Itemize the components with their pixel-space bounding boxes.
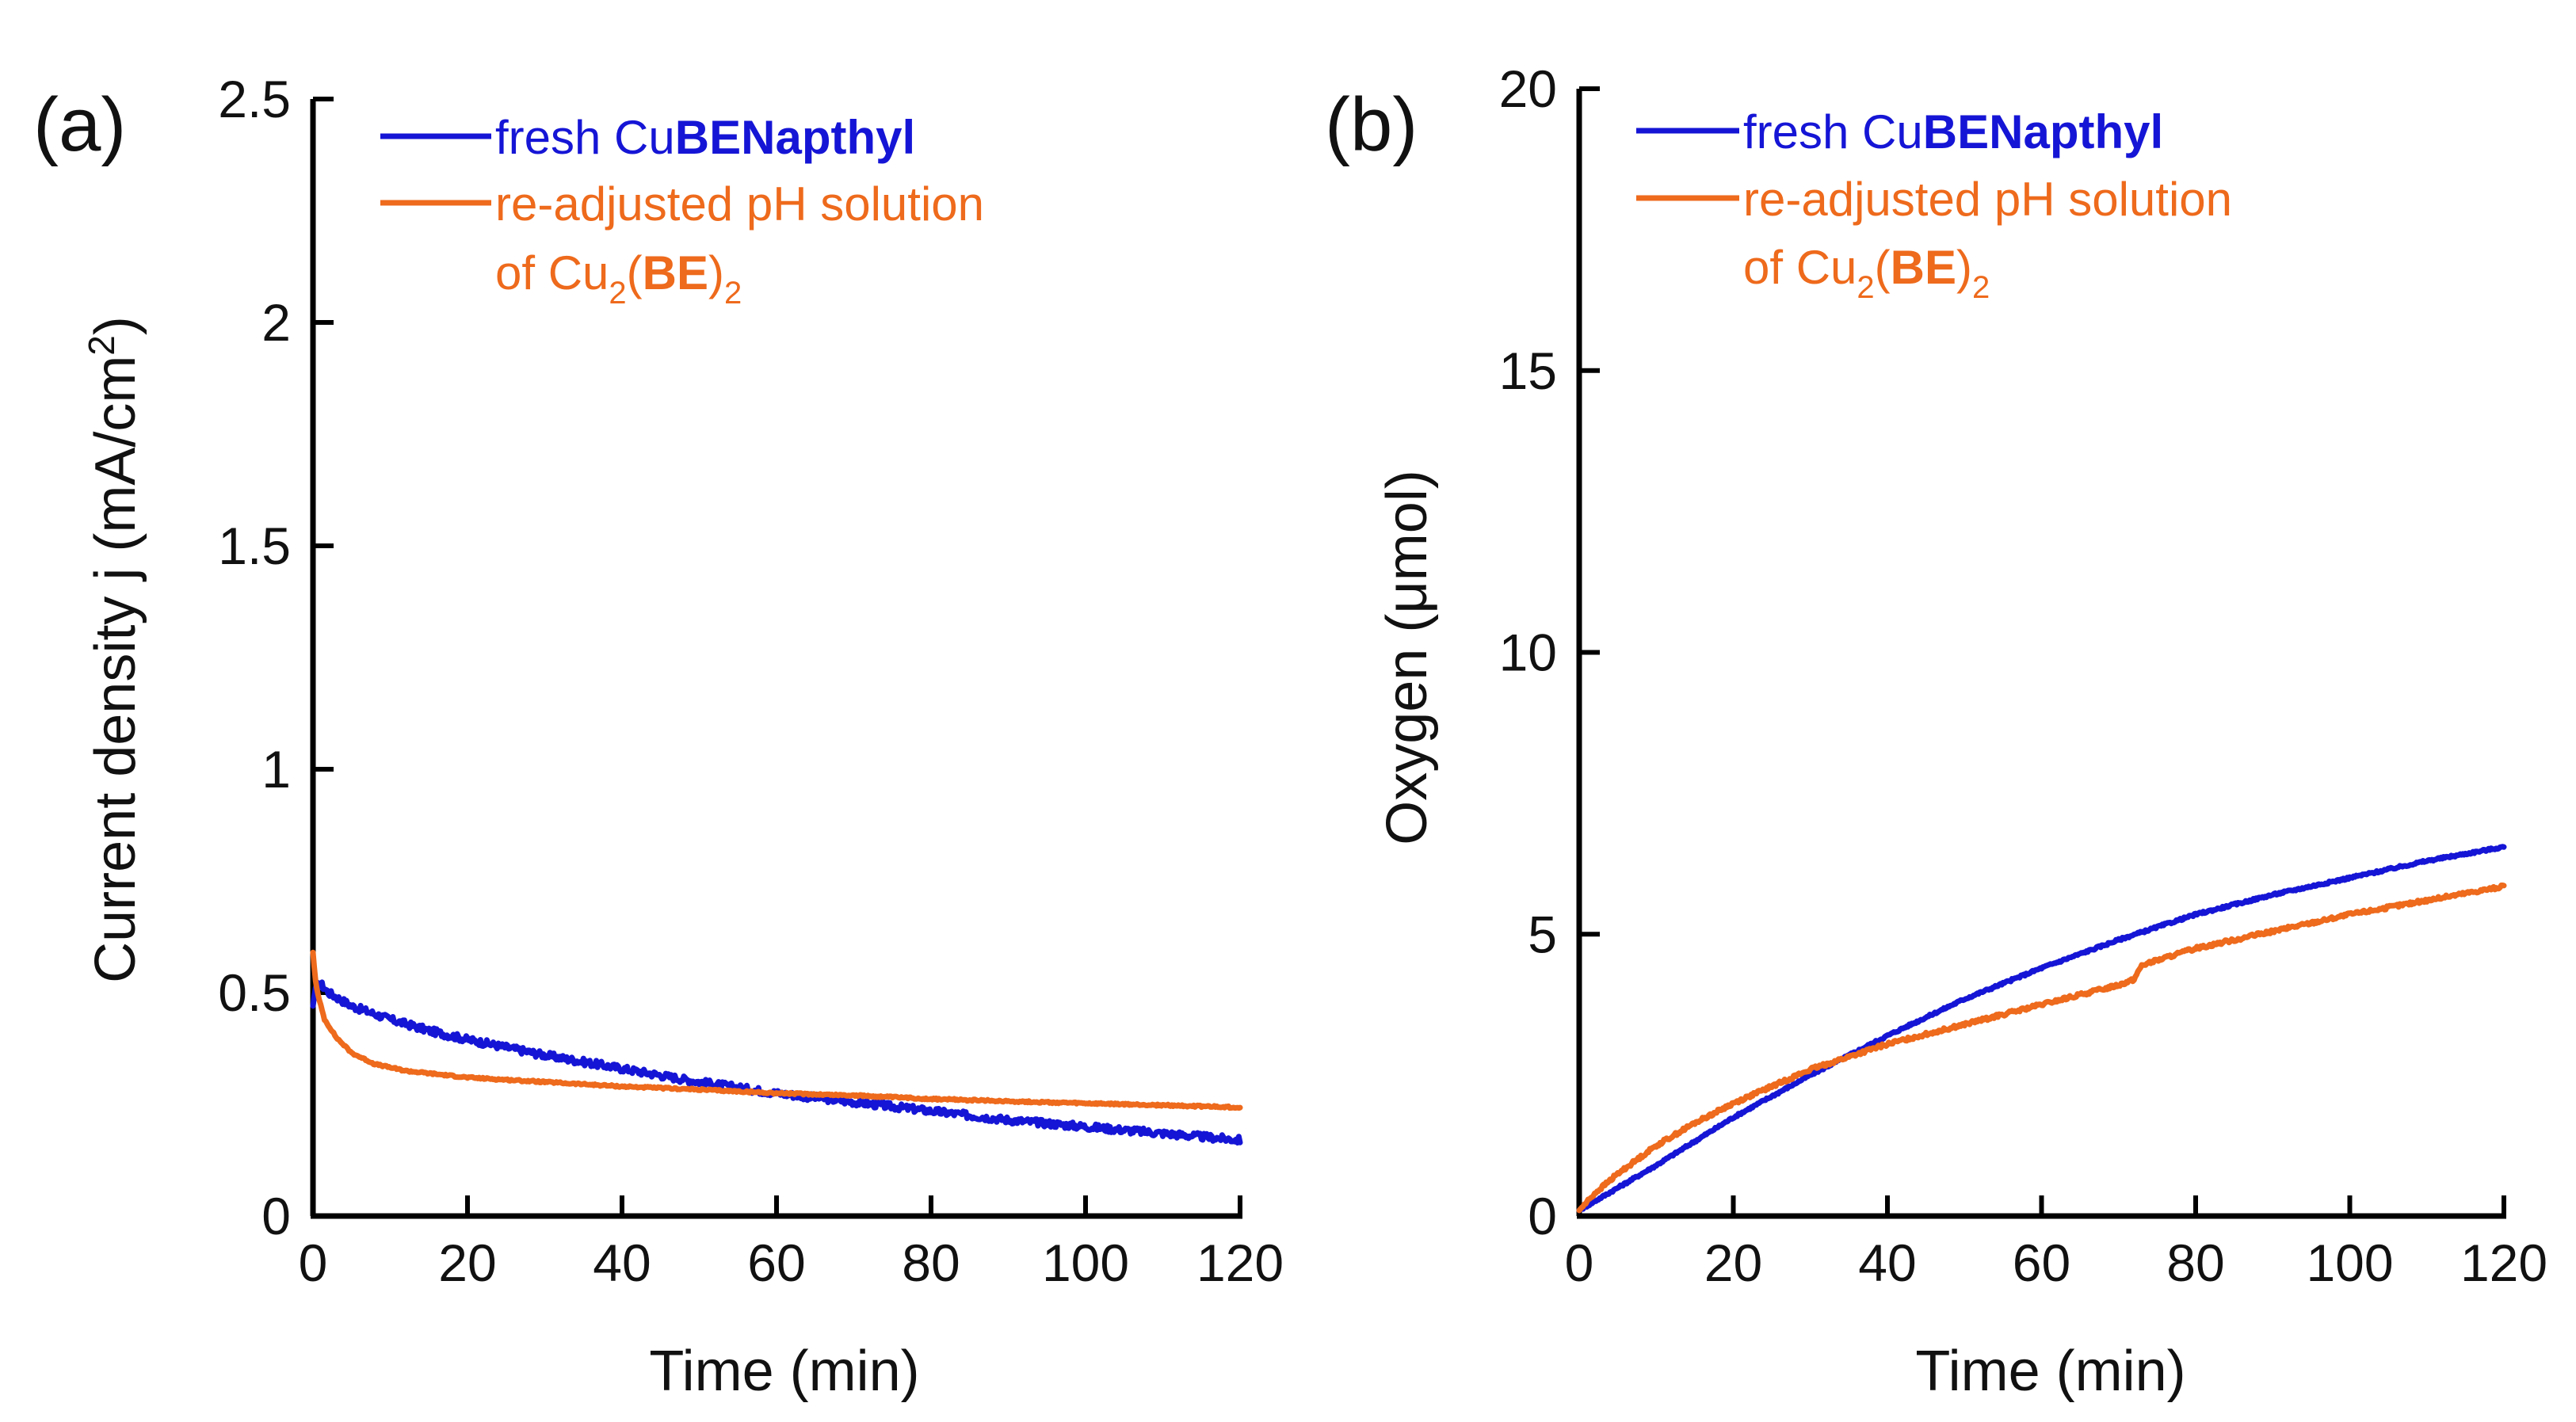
panel-b-series	[1576, 844, 2507, 1214]
panel-a-y-tick-label: 0.5	[218, 963, 291, 1022]
panel-a-x-tick-label: 120	[1196, 1233, 1284, 1292]
panel-b-x-tick-label: 0	[1565, 1233, 1594, 1292]
panel-b-chart: (b) 0 5 10 15 20 0 20 40 60 80 100 120 Time (min) O…	[1325, 59, 2547, 1403]
panel-a-series	[310, 949, 1243, 1146]
panel-b-legend-label-blue: fresh CuBENapthyl	[1743, 105, 2163, 158]
panel-a-x-tick-label: 0	[299, 1233, 328, 1292]
panel-a-x-tick-label: 80	[902, 1233, 960, 1292]
panel-a-y-tick-label: 1.5	[218, 517, 291, 575]
panel-b-x-tick-label: 100	[2306, 1233, 2393, 1292]
panel-b-axes: 0 5 10 15 20 0 20 40 60 80 100 120	[1499, 59, 2547, 1292]
panel-b-x-tick-label: 20	[1704, 1233, 1762, 1292]
panel-a-x-tick-label: 60	[747, 1233, 805, 1292]
panel-b-legend-label-orange-line2: of Cu2(BE)2	[1743, 241, 1990, 305]
panel-b-x-tick-label: 40	[1858, 1233, 1916, 1292]
panel-b-series-orange-line	[1576, 883, 2507, 1214]
panel-b-x-tick-label: 120	[2460, 1233, 2547, 1292]
panel-a-series-blue-line	[310, 979, 1243, 1146]
panel-a-legend-label-blue: fresh CuBENapthyl	[495, 111, 915, 164]
panel-b-y-tick-label: 20	[1499, 59, 1557, 118]
panel-b-x-tick-label: 80	[2166, 1233, 2224, 1292]
panel-a-label: (a)	[33, 82, 126, 167]
panel-a-y-tick-label: 0	[261, 1187, 291, 1245]
panel-a-legend: fresh CuBENapthyl re-adjusted pH solutio…	[380, 111, 984, 311]
panel-a-y-tick-label: 2.5	[218, 70, 291, 128]
panel-a-series-orange-line	[310, 949, 1243, 1111]
panel-a-y-axis-title: Current density j (mA/cm2)	[81, 316, 147, 983]
panel-b-y-axis-title: Oxygen (μmol)	[1376, 470, 1439, 845]
panel-b-x-axis-title: Time (min)	[1915, 1340, 2185, 1403]
panel-a-y-tick-label: 1	[261, 740, 291, 799]
panel-a-axes: 0 0.5 1 1.5 2 2.5 0 20 40 60 80 100 120	[218, 70, 1284, 1292]
panel-b-series-blue-line	[1576, 844, 2507, 1214]
panel-b-legend-label-orange: re-adjusted pH solution	[1743, 173, 2232, 226]
panel-a-chart: (a) 0 0.5 1 1.5 2 2.5 0 20 40 60 80 100 120 Time (mi…	[33, 70, 1284, 1403]
panel-b-y-tick-label: 0	[1528, 1187, 1557, 1245]
panel-a-x-tick-label: 20	[438, 1233, 496, 1292]
panel-a-legend-label-orange-line2: of Cu2(BE)2	[495, 246, 742, 311]
panel-b-label: (b)	[1325, 82, 1418, 167]
panel-a-x-axis-title: Time (min)	[649, 1340, 919, 1403]
panel-a-x-tick-label: 40	[593, 1233, 651, 1292]
panel-a-legend-label-orange: re-adjusted pH solution	[495, 177, 984, 231]
panel-b-y-tick-label: 5	[1528, 905, 1557, 963]
panel-b-x-tick-label: 60	[2013, 1233, 2070, 1292]
panel-a-y-tick-label: 2	[261, 293, 291, 352]
panel-b-y-tick-label: 10	[1499, 623, 1557, 682]
panel-b-y-tick-label: 15	[1499, 341, 1557, 400]
panel-a-x-tick-label: 100	[1042, 1233, 1129, 1292]
panel-b-legend: fresh CuBENapthyl re-adjusted pH solutio…	[1636, 105, 2232, 305]
